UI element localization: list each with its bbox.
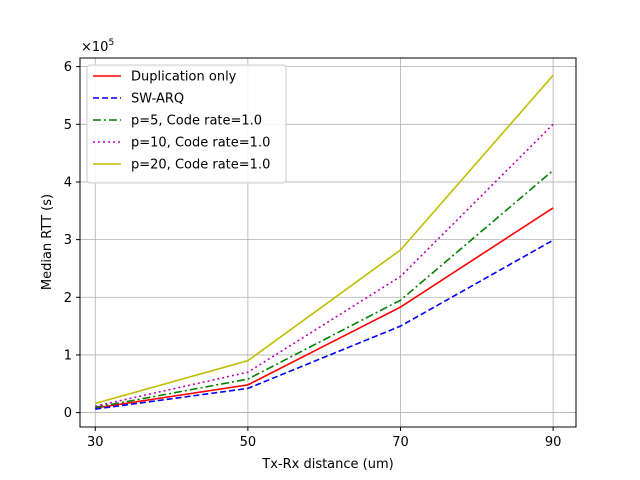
legend-label-3: p=10, Code rate=1.0 [131, 136, 270, 151]
y-tick-label: 0 [64, 406, 72, 421]
series-line-3 [95, 123, 554, 407]
series-line-0 [95, 207, 554, 409]
x-tick-label: 90 [545, 435, 562, 450]
legend-label-4: p=20, Code rate=1.0 [131, 158, 270, 173]
y-tick-label: 3 [64, 233, 72, 248]
y-tick-label: 1 [64, 348, 72, 363]
legend-label-0: Duplication only [131, 70, 237, 85]
legend: Duplication only SW-ARQ p=5, Code rate=1.0… [86, 64, 287, 184]
y-scale-label: ×105 [81, 38, 114, 55]
series-lines [95, 74, 554, 410]
y-tick-label: 4 [64, 175, 72, 190]
legend-label-2: p=5, Code rate=1.0 [131, 114, 262, 129]
legend-label-1: SW-ARQ [131, 92, 184, 107]
x-tick-label: 70 [392, 435, 409, 450]
legend-box [86, 64, 287, 184]
series-line-4 [95, 74, 554, 405]
y-tick-label: 5 [64, 118, 72, 133]
x-tick-label: 50 [240, 435, 257, 450]
y-tick-label: 2 [64, 291, 72, 306]
y-axis-label: Median RTT (s) [40, 194, 55, 290]
axis-ticks: 30 50 70 90 0 1 2 3 4 5 6 [64, 60, 562, 450]
x-axis-label: Tx-Rx distance (um) [261, 457, 393, 472]
x-tick-label: 30 [87, 435, 104, 450]
series-line-1 [95, 239, 554, 410]
series-line-2 [95, 169, 554, 409]
axes-frame [79, 57, 577, 428]
y-tick-label: 6 [64, 60, 72, 75]
